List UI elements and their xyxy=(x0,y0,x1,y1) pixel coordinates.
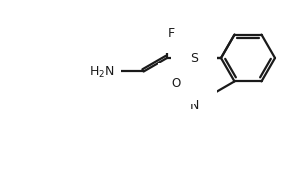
Text: N: N xyxy=(189,99,199,112)
Text: O: O xyxy=(172,26,181,39)
Text: F: F xyxy=(168,27,175,39)
Text: H$_2$N: H$_2$N xyxy=(89,65,115,80)
Text: O: O xyxy=(172,77,181,90)
Text: S: S xyxy=(190,52,198,65)
